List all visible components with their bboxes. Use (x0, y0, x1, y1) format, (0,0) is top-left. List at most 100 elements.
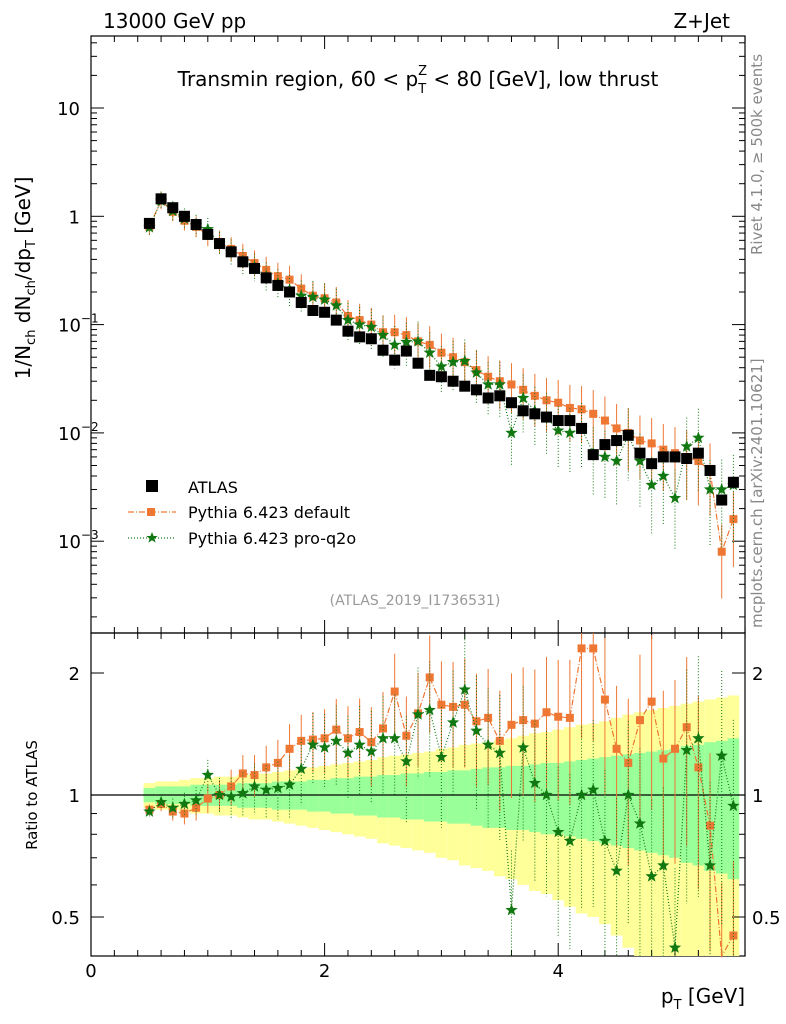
legend-entry-atlas: ATLAS (146, 478, 238, 497)
ratio-marker-pythia-default (273, 758, 282, 767)
legend-entry-default: Pythia 6.423 default (128, 503, 350, 522)
ratio-marker-pythia-default (612, 744, 621, 753)
ratio-marker-pythia-default (262, 763, 271, 772)
ratio-marker-pythia-proq2o (598, 834, 612, 847)
marker-pythia-proq2o (703, 483, 717, 495)
ratio-marker-pythia-proq2o (236, 786, 249, 799)
marker-atlas (342, 325, 354, 337)
marker-pythia-default (694, 457, 703, 466)
ratio-marker-pythia-proq2o (715, 749, 728, 761)
marker-atlas (505, 397, 517, 409)
ratio-marker-pythia-default (238, 769, 247, 778)
x-tick-label: 2 (319, 961, 330, 982)
marker-pythia-proq2o (295, 289, 308, 301)
ratio-band-inner-bin (423, 771, 436, 822)
ratio-marker-pythia-default (297, 736, 306, 745)
ratio-band-inner-bin (377, 775, 389, 818)
marker-atlas (330, 314, 342, 326)
ratio-band-inner-bin (342, 778, 354, 814)
marker-pythia-proq2o (493, 378, 506, 390)
ratio-marker-pythia-default (367, 738, 376, 747)
marker-atlas (634, 447, 646, 459)
ratio-marker-pythia-default (577, 644, 586, 653)
marker-pythia-proq2o (470, 366, 483, 378)
ratio-marker-pythia-proq2o (178, 797, 191, 810)
marker-pythia-default (507, 380, 516, 389)
ratio-marker-pythia-default (402, 731, 411, 740)
ratio-marker-pythia-default (659, 754, 668, 763)
ratio-marker-pythia-proq2o (260, 783, 273, 796)
y-tick-labels: 10−3 10−2 10−1 1 10 (57, 99, 99, 553)
marker-atlas (611, 435, 623, 447)
ratio-tick-label-left: 2 (69, 664, 80, 685)
ratio-marker-pythia-default (285, 744, 294, 753)
marker-atlas (167, 202, 179, 214)
ratio-axis-title: Ratio to ATLAS (23, 740, 41, 850)
marker-atlas (365, 333, 377, 345)
ratio-band-inner-bin (727, 738, 740, 880)
ratio-marker-pythia-proq2o (633, 817, 647, 829)
marker-atlas (727, 476, 739, 488)
ratio-marker-pythia-proq2o (680, 743, 693, 756)
ratio-marker-pythia-default (250, 771, 259, 780)
ratio-band-inner-bin (435, 771, 448, 822)
marker-atlas (657, 451, 669, 463)
y-tick-exponent: −3 (81, 528, 99, 542)
ratio-band-inner-bin (388, 775, 401, 818)
marker-atlas (213, 238, 225, 250)
ratio-marker-pythia-default (624, 758, 633, 767)
ratio-band-inner-bin (447, 770, 459, 824)
ratio-marker-pythia-proq2o (341, 746, 355, 759)
ratio-tick-label-right: 2 (752, 664, 763, 685)
ratio-band-inner-bin (400, 773, 413, 820)
rivet-version-label: Rivet 4.1.0, ≥ 500k events (748, 54, 766, 255)
marker-atlas (377, 344, 389, 356)
marker-atlas (260, 272, 272, 284)
ratio-marker-pythia-proq2o (587, 783, 600, 796)
marker-atlas (319, 306, 331, 318)
marker-pythia-default (285, 275, 294, 284)
y-tick-exponent: −1 (81, 312, 99, 326)
mcplots-label: mcplots.cern.ch [arXiv:2401.10621] (748, 358, 766, 628)
legend-marker-default (147, 508, 155, 516)
legend-marker-proq2o (146, 532, 158, 543)
ratio-line-pythia-proq2o (149, 687, 734, 948)
marker-pythia-proq2o (680, 439, 693, 452)
marker-pythia-proq2o (692, 431, 705, 444)
y-tick-exponent: −2 (81, 420, 99, 434)
marker-pythia-proq2o (376, 328, 390, 341)
y-tick-label: 1 (69, 207, 80, 228)
ratio-marker-pythia-proq2o (283, 778, 296, 790)
ratio-marker-pythia-default (671, 744, 679, 753)
marker-pythia-proq2o (633, 454, 647, 467)
svg-text:Transmin region, 60 < pTZ < 80: Transmin region, 60 < pTZ < 80 [GeV], lo… (177, 64, 659, 97)
ratio-marker-pythia-proq2o (505, 903, 518, 916)
marker-pythia-proq2o (400, 335, 413, 348)
marker-atlas (716, 494, 728, 506)
marker-pythia-default (589, 409, 598, 418)
marker-pythia-proq2o (341, 313, 355, 326)
marker-atlas (552, 415, 564, 427)
marker-atlas (482, 392, 494, 404)
ratio-marker-pythia-default (343, 734, 352, 743)
ratio-plot-area: 0.5 0.5 1 1 2 2 0 2 4 (51, 36, 781, 982)
marker-pythia-proq2o (318, 293, 331, 305)
ratio-marker-pythia-default (227, 782, 236, 791)
marker-atlas (681, 453, 693, 465)
ratio-marker-pythia-proq2o (435, 750, 448, 763)
marker-atlas (178, 210, 190, 222)
legend-label-default: Pythia 6.423 default (188, 503, 350, 522)
marker-pythia-proq2o (388, 338, 401, 351)
ratio-marker-pythia-proq2o (318, 741, 331, 753)
chart-title: Transmin region, 60 < pTZ < 80 [GeV], lo… (177, 64, 659, 97)
marker-atlas (202, 228, 214, 240)
ratio-marker-pythia-default (168, 807, 177, 816)
marker-atlas (389, 354, 401, 366)
marker-atlas (517, 405, 529, 417)
marker-pythia-proq2o (517, 391, 530, 404)
marker-atlas (459, 380, 471, 392)
marker-atlas (447, 375, 459, 387)
marker-pythia-default (542, 396, 551, 405)
ratio-marker-pythia-proq2o (481, 738, 495, 751)
